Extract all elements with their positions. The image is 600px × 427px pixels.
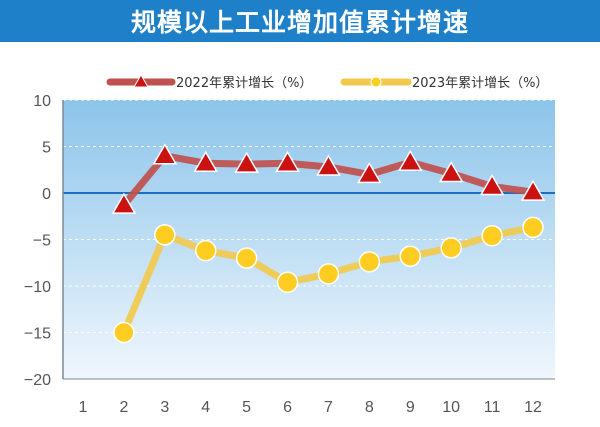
data-point-2022 (479, 173, 505, 196)
data-point-2022 (357, 161, 382, 184)
x-tick-label: 1 (79, 399, 88, 416)
data-point-2023 (154, 224, 176, 246)
y-tick-label: 0 (42, 186, 51, 203)
data-point-2022 (397, 149, 423, 172)
x-tick-label: 8 (365, 399, 374, 416)
x-tick-label: 5 (242, 399, 251, 416)
legend-label: 2022年累计增长（%） (176, 76, 312, 91)
data-point-2023 (522, 216, 544, 239)
title-bar: 规模以上工业增加值累计增速 (0, 0, 600, 42)
data-point-2022 (234, 151, 259, 173)
x-tick-label: 7 (324, 399, 333, 416)
x-tick-label: 6 (283, 399, 292, 416)
data-point-2023 (399, 245, 422, 267)
x-tick-label: 4 (201, 399, 210, 416)
data-point-2023 (113, 321, 135, 344)
legend-label: 2023年累计增长（%） (412, 76, 548, 91)
data-point-2022 (316, 154, 341, 176)
x-tick-label: 3 (160, 399, 169, 416)
data-point-2022 (152, 143, 178, 165)
data-point-2023 (440, 237, 462, 259)
y-tick-label: 10 (33, 93, 51, 110)
legend-marker-circle (370, 76, 382, 88)
data-point-2023 (358, 251, 381, 273)
data-point-2022 (111, 192, 137, 214)
x-tick-label: 11 (484, 399, 501, 416)
data-point-2022 (438, 160, 464, 183)
y-tick-label: −20 (24, 372, 51, 389)
y-tick-label: −5 (33, 233, 51, 250)
legend-marker-triangle (133, 74, 149, 88)
data-point-2023 (481, 225, 503, 247)
y-tick-label: −10 (24, 279, 51, 296)
data-point-2022 (520, 179, 546, 201)
data-point-2023 (235, 247, 258, 269)
x-tick-label: 10 (442, 399, 460, 416)
y-tick-label: 5 (42, 140, 51, 157)
data-point-2023 (276, 271, 299, 294)
x-tick-label: 2 (119, 399, 128, 416)
x-tick-label: 9 (406, 399, 415, 416)
data-point-2023 (317, 263, 340, 285)
x-tick-label: 12 (524, 399, 542, 416)
data-point-2023 (194, 239, 217, 262)
data-point-2022 (275, 150, 300, 172)
y-tick-label: −15 (24, 326, 51, 343)
data-point-2022 (193, 150, 219, 172)
chart-title: 规模以上工业增加值累计增速 (130, 8, 469, 37)
